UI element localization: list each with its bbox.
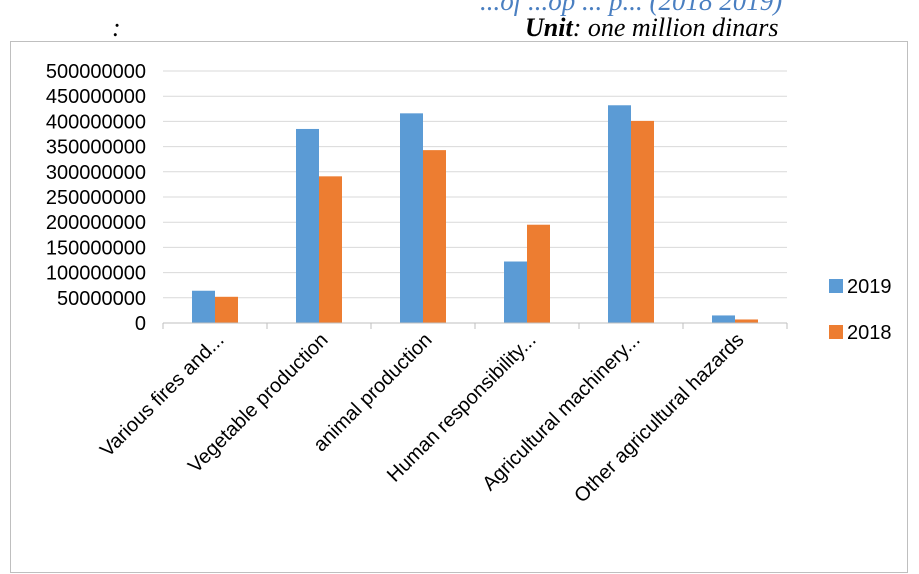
cut-off-title: ...of ...op ... p... (2018 2019) <box>480 0 783 16</box>
y-tick-label: 500000000 <box>46 61 146 83</box>
bar-2019-4 <box>504 261 527 323</box>
header-line: ...of ...op ... p... (2018 2019) : Unit:… <box>0 0 919 42</box>
x-axis-labels: Various fires and...Vegetable production… <box>96 329 748 507</box>
y-tick-label: 250000000 <box>46 187 146 209</box>
y-tick-label: 450000000 <box>46 86 146 108</box>
bar-2018-3 <box>423 150 446 323</box>
bar-2019-5 <box>608 105 631 323</box>
gridlines <box>163 70 787 324</box>
x-axis <box>162 322 788 329</box>
bar-2019-6 <box>712 315 735 323</box>
legend: 2019 2018 <box>829 276 892 344</box>
bar-2018-1 <box>215 296 238 323</box>
legend-label-2019: 2019 <box>847 276 892 298</box>
bar-2018-4 <box>527 224 550 323</box>
legend-swatch-2018 <box>829 325 843 339</box>
bars <box>192 105 758 323</box>
bar-2019-3 <box>400 113 423 323</box>
y-tick-label: 350000000 <box>46 137 146 159</box>
y-tick-label: 300000000 <box>46 162 146 184</box>
y-tick-label: 200000000 <box>46 212 146 234</box>
unit-caption: Unit: one million dinars <box>525 13 779 43</box>
y-axis-ticks: 0 50000000 100000000 150000000 200000000 2500… <box>46 61 146 335</box>
y-tick-label: 0 <box>135 313 146 335</box>
y-tick-label: 400000000 <box>46 111 146 133</box>
y-tick-label: 150000000 <box>46 237 146 259</box>
legend-label-2018: 2018 <box>847 322 892 344</box>
x-category-label: Other agricultural hazards <box>570 329 748 507</box>
unit-value: : one million dinars <box>572 13 779 42</box>
bar-2019-2 <box>296 128 319 323</box>
bar-2018-5 <box>631 120 654 323</box>
y-tick-label: 50000000 <box>57 288 146 310</box>
legend-swatch-2019 <box>829 279 843 293</box>
unit-key: Unit <box>525 13 573 42</box>
y-tick-label: 100000000 <box>46 263 146 285</box>
chart-frame <box>10 41 908 573</box>
bar-2018-2 <box>319 176 342 323</box>
bar-2018-6 <box>735 319 758 323</box>
header-colon: : <box>112 13 121 42</box>
bar-2019-1 <box>192 290 215 323</box>
